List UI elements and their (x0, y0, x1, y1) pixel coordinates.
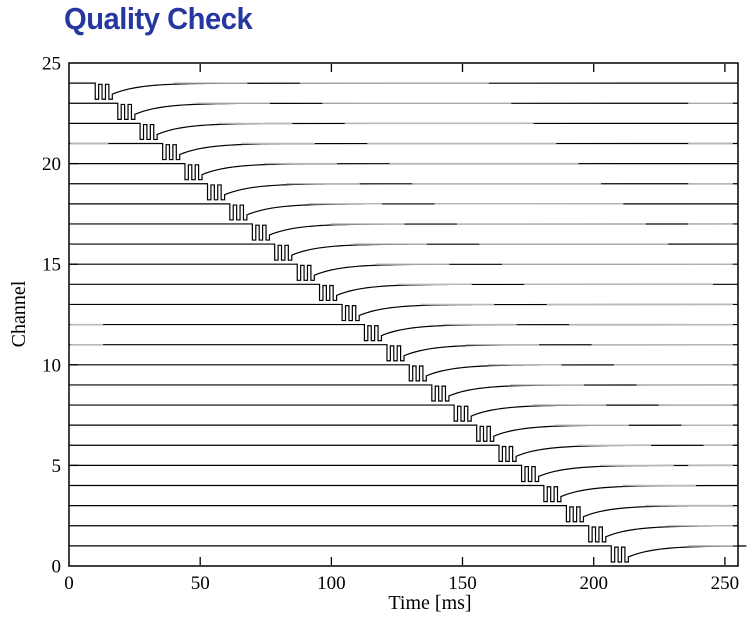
waveform-trace (69, 525, 739, 543)
waveform-trace (69, 142, 739, 161)
waveform-trace (69, 364, 739, 382)
waveform-trace (69, 243, 739, 261)
waveform-trace (69, 424, 739, 442)
tick-labels: 0 50 100 150 200 250 0 5 10 15 20 25 (42, 54, 739, 595)
waveform-trace (69, 444, 739, 462)
waveform-trace (69, 183, 739, 201)
y-tick-label: 25 (42, 54, 61, 75)
trace-fade-group (70, 82, 733, 547)
y-tick-label: 10 (42, 355, 61, 376)
x-tick-label: 150 (448, 573, 477, 594)
waveform-trace (69, 545, 747, 563)
y-tick-label: 15 (42, 255, 61, 276)
waveform-trace (69, 102, 739, 120)
waveform-trace (69, 384, 739, 402)
waveform-trace (69, 484, 739, 503)
y-tick-label: 5 (52, 456, 62, 477)
y-tick-label: 20 (42, 154, 61, 175)
waveform-trace (69, 263, 739, 281)
x-tick-label: 0 (64, 573, 74, 594)
waveform-trace (69, 203, 739, 221)
waveform-trace (69, 163, 739, 181)
x-tick-label: 250 (711, 573, 740, 594)
waveform-trace (69, 344, 739, 362)
waveform-trace (69, 122, 739, 141)
waveform-trace (69, 223, 739, 241)
y-tick-label: 0 (52, 557, 62, 578)
x-tick-label: 50 (191, 573, 210, 594)
x-axis-label: Time [ms] (388, 592, 471, 614)
waveform-trace (69, 505, 739, 523)
waveform-trace (69, 283, 739, 302)
waveform-trace (69, 303, 739, 322)
x-tick-label: 100 (317, 573, 346, 594)
waveform-trace (69, 404, 739, 422)
y-axis-label: Channel (8, 280, 30, 347)
waveform-trace (69, 323, 739, 342)
plot-border (68, 62, 739, 567)
axis-ticks (70, 64, 726, 565)
waveform-trace (69, 464, 739, 483)
trace-group (69, 82, 747, 563)
page-title: Quality Check (64, 1, 253, 36)
x-tick-label: 200 (579, 573, 608, 594)
waveform-trace (69, 82, 739, 100)
